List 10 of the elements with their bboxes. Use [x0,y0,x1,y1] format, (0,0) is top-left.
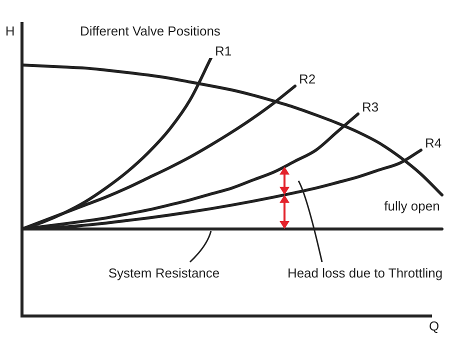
chart-title: Different Valve Positions [80,24,221,39]
series-label: fully open [384,198,440,214]
series-label: R3 [362,100,379,115]
series-label: R1 [215,44,232,59]
annotation: System Resistance [108,266,220,281]
y-axis-title: H [5,24,15,39]
annotation: Head loss due to Throttling [287,266,443,281]
x-axis-title: Q [428,318,440,334]
series-label: R2 [299,72,316,87]
series-label: R4 [425,136,442,151]
